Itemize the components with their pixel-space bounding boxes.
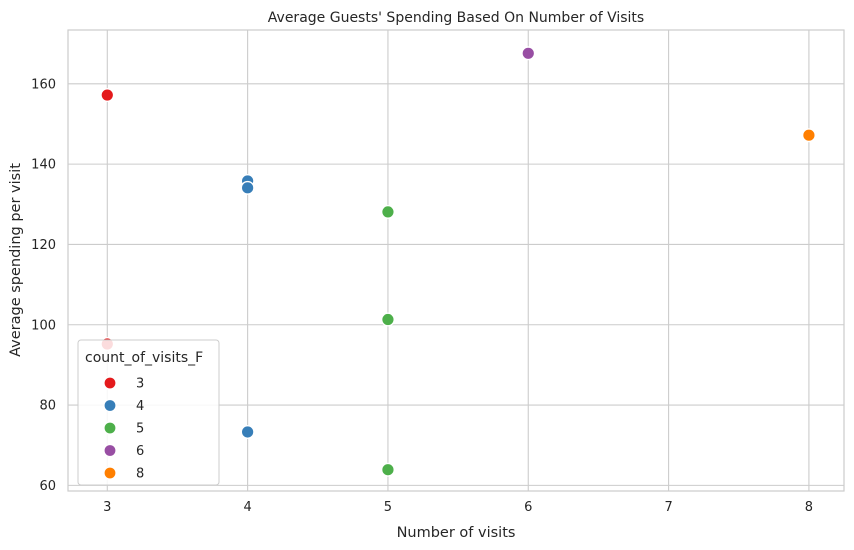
x-tick-label: 5 bbox=[384, 500, 392, 515]
x-tick-label: 6 bbox=[524, 500, 532, 515]
y-tick-label: 140 bbox=[31, 158, 56, 173]
x-tick-label: 8 bbox=[805, 500, 813, 515]
legend-marker bbox=[103, 443, 117, 458]
x-tick-label: 7 bbox=[664, 500, 672, 515]
data-point bbox=[100, 88, 115, 103]
data-point bbox=[240, 180, 255, 195]
legend-entry-label: 5 bbox=[136, 422, 144, 437]
y-tick-label: 160 bbox=[31, 77, 56, 92]
legend-entry-label: 6 bbox=[136, 444, 144, 459]
legend-marker bbox=[103, 398, 117, 413]
y-axis-label: Average spending per visit bbox=[8, 163, 24, 357]
data-point bbox=[380, 462, 395, 477]
data-point bbox=[380, 312, 395, 327]
data-point bbox=[380, 204, 395, 219]
legend-marker bbox=[103, 376, 117, 390]
plot-area-frame bbox=[67, 29, 845, 492]
y-tick-label: 60 bbox=[39, 479, 56, 494]
legend-marker bbox=[103, 421, 117, 435]
chart-title: Average Guests' Spending Based On Number… bbox=[268, 10, 644, 26]
y-tick-label: 120 bbox=[31, 238, 56, 253]
y-axis-ticks: 60 80 100 120 140 160 bbox=[31, 77, 56, 494]
y-tick-label: 100 bbox=[31, 318, 56, 333]
data-point bbox=[240, 424, 255, 439]
x-axis-label: Number of visits bbox=[397, 525, 516, 541]
y-tick-label: 80 bbox=[39, 399, 56, 414]
legend-entries: 3 4 5 6 8 bbox=[103, 376, 144, 482]
legend: count_of_visits_F 3 4 5 6 8 bbox=[77, 339, 220, 486]
data-point bbox=[521, 46, 536, 61]
x-tick-label: 3 bbox=[103, 500, 111, 515]
legend-entry-label: 3 bbox=[136, 377, 144, 392]
legend-entry-label: 4 bbox=[136, 399, 144, 414]
x-axis-ticks: 3 4 5 6 7 8 bbox=[103, 500, 813, 515]
x-tick-label: 4 bbox=[243, 500, 251, 515]
legend-entry-label: 8 bbox=[136, 467, 144, 482]
legend-marker bbox=[103, 466, 117, 480]
data-point bbox=[801, 128, 816, 143]
legend-title: count_of_visits_F bbox=[85, 350, 203, 366]
